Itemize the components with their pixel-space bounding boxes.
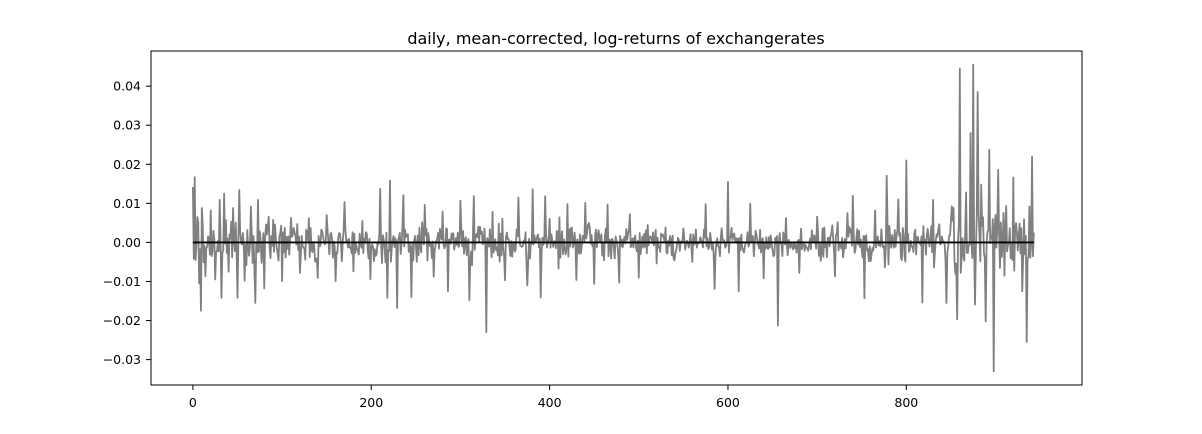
y-tick-label: 0.02 [113, 157, 141, 172]
axes-frame [150, 50, 1083, 386]
x-tick-label: 400 [538, 395, 562, 410]
chart-title: daily, mean-corrected, log-returns of ex… [407, 29, 824, 48]
x-tick-label: 200 [359, 395, 383, 410]
x-tick-label: 800 [894, 395, 918, 410]
series-line-returns [192, 63, 1035, 373]
plot-area [192, 63, 1035, 373]
y-tick-label: 0.00 [113, 235, 141, 250]
x-tick-label: 600 [716, 395, 740, 410]
y-tick-label: 0.04 [113, 79, 141, 94]
y-tick-label: −0.03 [103, 352, 141, 367]
x-tick-label: 0 [189, 395, 197, 410]
x-axis: 0 200 400 600 800 [189, 385, 918, 410]
y-axis: −0.03 −0.02 −0.01 0.00 0.01 0.02 0.03 0.04 [103, 79, 151, 367]
y-tick-label: −0.02 [103, 313, 141, 328]
y-tick-label: 0.03 [113, 118, 141, 133]
y-tick-label: 0.01 [113, 196, 141, 211]
y-tick-label: −0.01 [103, 274, 141, 289]
